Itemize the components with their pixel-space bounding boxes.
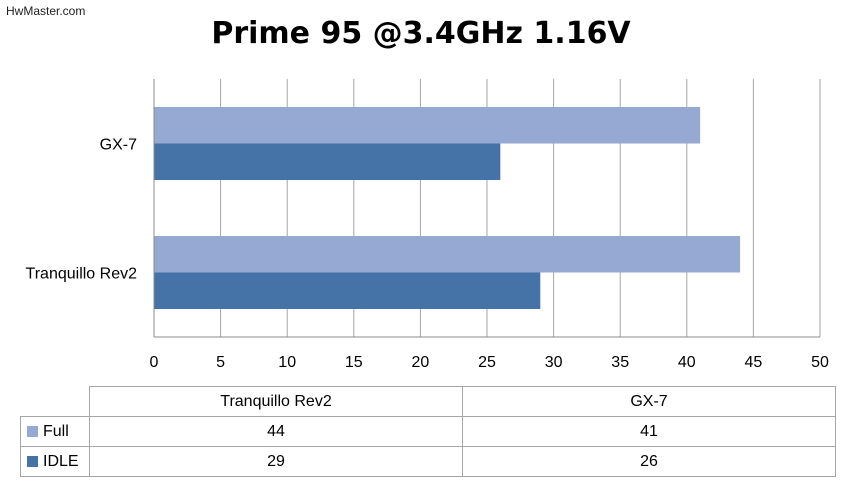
table-row-header: IDLE [20,446,90,477]
tick-label: 15 [345,354,363,371]
chart-bars [154,107,741,309]
tick-label: 40 [678,354,696,371]
table-cell: 44 [89,416,463,447]
data-table: Tranquillo Rev2 GX-7 Full 44 41 IDLE 29 … [20,386,836,477]
tick-label: 20 [412,354,430,371]
bar-full [154,236,741,273]
watermark: HwMaster.com [6,4,86,18]
legend-swatch-full [27,425,38,437]
table-row: IDLE 29 26 [20,446,836,477]
table-row-header: Full [20,416,90,447]
category-label: GX-7 [100,137,137,154]
chart-title: Prime 95 @3.4GHz 1.16V [211,16,631,51]
table-row: Full 44 41 [20,416,836,447]
tick-label: 0 [150,354,159,371]
category-label: Tranquillo Rev2 [26,266,138,283]
bar-idle [154,143,501,180]
table-cell: 26 [462,446,836,477]
tick-label: 25 [478,354,496,371]
bar-full [154,107,701,144]
tick-label: 35 [611,354,629,371]
chart-axis [153,79,820,338]
legend-label: Full [43,422,69,440]
table-col-header: Tranquillo Rev2 [89,386,463,417]
tick-labels: 0 5 10 15 20 25 30 35 40 45 50 [150,354,829,371]
bar-idle [154,272,541,309]
tick-label: 5 [216,354,225,371]
table-cell: 41 [462,416,836,447]
tick-label: 50 [811,354,829,371]
legend-label: IDLE [43,452,79,470]
category-labels: Tranquillo Rev2 GX-7 [26,137,138,283]
tick-label: 10 [278,354,296,371]
tick-label: 30 [545,354,563,371]
table-corner [20,386,90,417]
table-cell: 29 [89,446,463,477]
table-col-header: GX-7 [462,386,836,417]
tick-label: 45 [745,354,763,371]
legend-swatch-idle [27,455,38,467]
table-header-row: Tranquillo Rev2 GX-7 [20,386,836,417]
